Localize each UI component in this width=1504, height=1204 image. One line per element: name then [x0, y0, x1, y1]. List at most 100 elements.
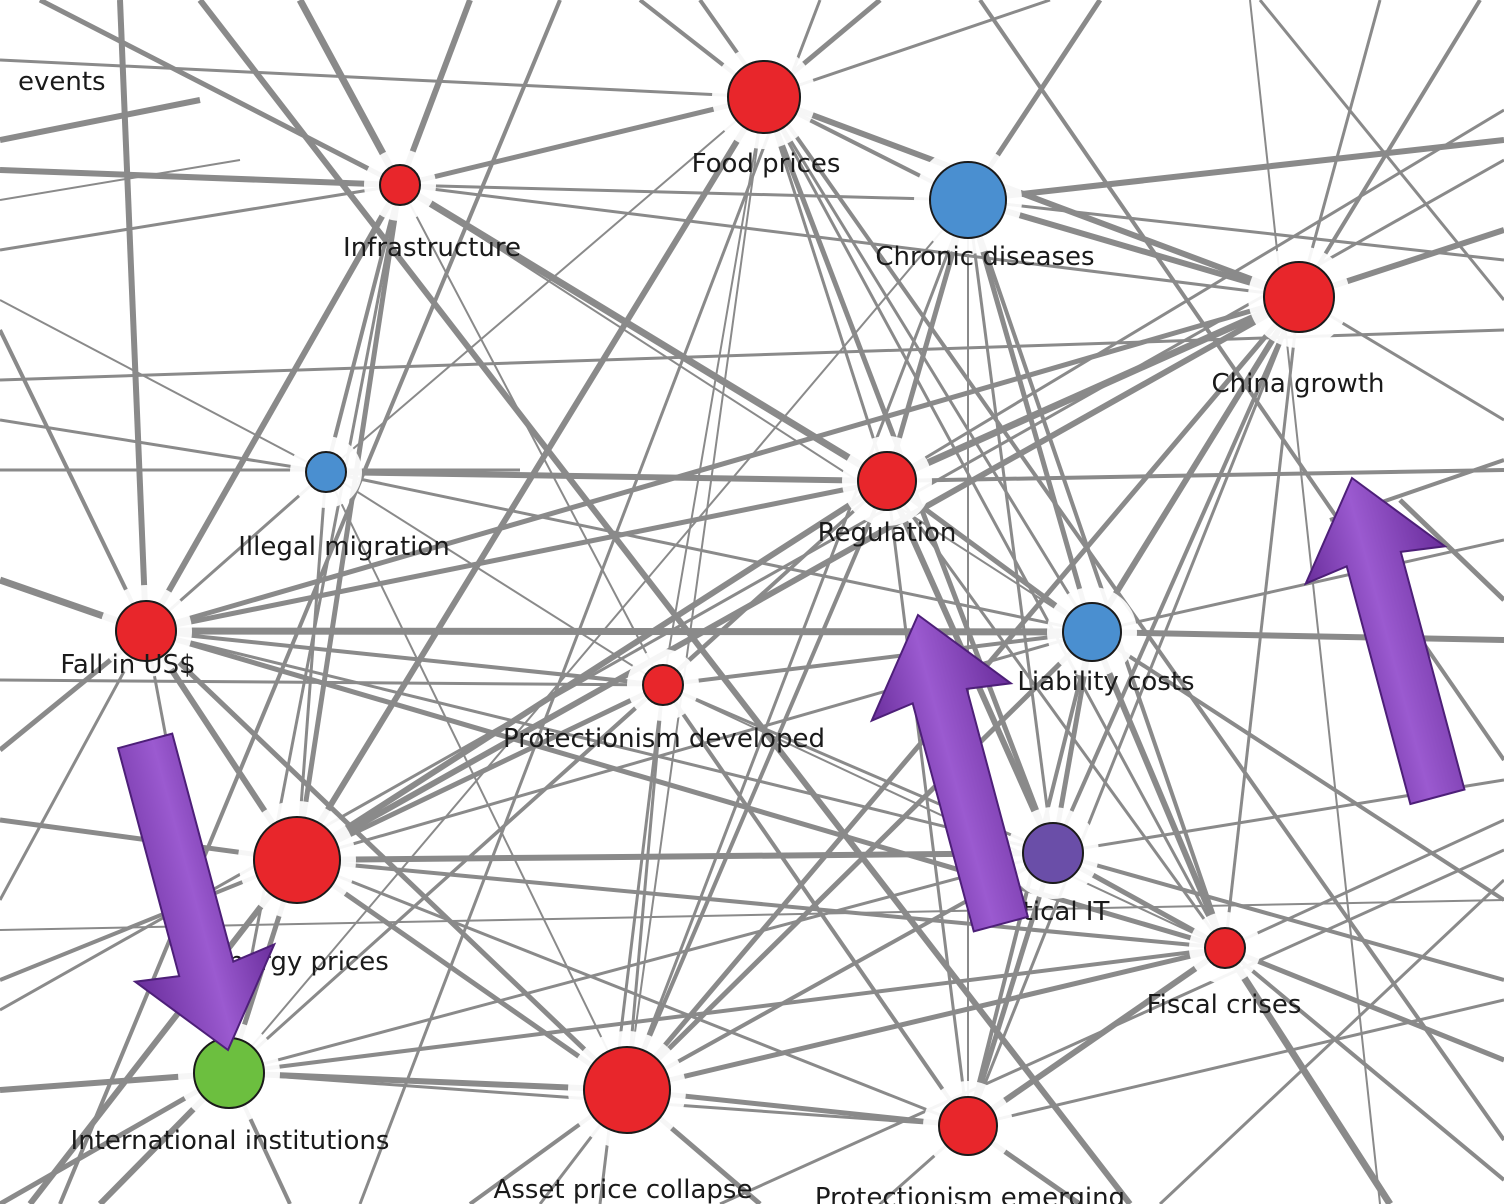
edge-background	[719, 848, 1504, 1204]
node-protemg[interactable]	[938, 1096, 998, 1156]
edge-background	[1258, 0, 1504, 301]
edge-china-critit	[1051, 296, 1301, 854]
label-layer: events Food prices Infrastructure Chronic d…	[18, 67, 1385, 1204]
edge-food-regulation	[762, 96, 889, 482]
edge-food-asset	[626, 96, 765, 1091]
edge-background	[1158, 878, 1504, 1204]
edge-energy-offscreen	[27, 858, 300, 1204]
edge-asset-intl	[228, 1070, 628, 1093]
edge-food-energy	[294, 95, 767, 862]
edge-china-regulation	[885, 293, 1301, 485]
edge-liability-offscreen	[1091, 538, 1504, 634]
node-liability[interactable]	[1062, 602, 1122, 662]
edge-illegal-liability	[325, 470, 1093, 634]
edge-protdev-offscreen	[0, 678, 664, 687]
node-food[interactable]	[727, 60, 801, 134]
node-protdev[interactable]	[642, 664, 684, 706]
edge-infra-regulation	[398, 182, 889, 484]
node-regulation[interactable]	[857, 451, 917, 511]
edge-china-fallusd	[145, 294, 1300, 634]
edge-chronic-offscreen	[967, 198, 1504, 262]
edge-regulation-fiscal	[885, 480, 1227, 949]
edge-illegal-offscreen	[0, 418, 327, 474]
edge-liability-protdev	[662, 630, 1093, 687]
edge-china-offscreen	[1297, 0, 1382, 298]
edge-food-protdev	[662, 96, 765, 686]
edge-infra-energy	[294, 184, 403, 861]
node-label-intl: International institutions	[71, 1126, 390, 1156]
edge-fiscal-protemg	[966, 945, 1227, 1129]
edge-regulation-energy	[295, 478, 889, 863]
node-asset[interactable]	[583, 1046, 671, 1134]
edge-energy-protemg	[296, 858, 969, 1128]
edge-fallusd-offscreen	[0, 630, 148, 901]
node-label-fallusd: Fall in US$	[60, 650, 195, 680]
node-label-illegal: Illegal migration	[238, 532, 450, 562]
node-layer	[115, 60, 1335, 1156]
edge-critit-offscreen	[1052, 851, 1504, 982]
edge-china-offscreen	[1297, 0, 1482, 299]
edge-liability-offscreen	[1090, 630, 1504, 902]
edge-illegal-energy	[295, 471, 328, 861]
edge-infra-china	[399, 183, 1300, 299]
node-label-fiscal: Fiscal crises	[1147, 990, 1302, 1020]
edge-fiscal-offscreen	[1222, 946, 1393, 1204]
edge-illegal-regulation	[325, 469, 888, 484]
edge-fallusd-protdev	[145, 629, 664, 687]
edge-infra-chronic	[399, 183, 969, 202]
edge-chronic-critit	[966, 199, 1055, 854]
arrow-up-right	[1303, 476, 1466, 806]
edge-background	[698, 0, 1504, 1142]
edge-food-offscreen	[0, 58, 765, 99]
node-label-chronic: Chronic diseases	[875, 242, 1094, 272]
edge-background	[197, 0, 1133, 1204]
arrow-down-left-shape	[116, 732, 277, 1052]
node-label-asset: Asset price collapse	[494, 1175, 753, 1204]
node-fallusd[interactable]	[115, 600, 177, 662]
edge-china-protemg	[966, 296, 1301, 1127]
edge-infra-protdev	[399, 184, 664, 686]
edge-regulation-fallusd	[145, 478, 888, 634]
arrow-layer	[116, 476, 1466, 1052]
edge-background	[58, 0, 562, 1204]
node-critit[interactable]	[1022, 822, 1084, 884]
edge-fiscal-offscreen	[1224, 945, 1504, 1063]
node-infra[interactable]	[379, 164, 421, 206]
node-label-china: China growth	[1212, 369, 1385, 399]
edge-fiscal-intl	[228, 946, 1226, 1075]
edge-fiscal-asset	[626, 945, 1226, 1093]
edge-fallusd-offscreen	[117, 0, 149, 632]
node-china[interactable]	[1263, 261, 1335, 333]
node-fiscal[interactable]	[1204, 927, 1246, 969]
edge-illegal-asset	[325, 471, 628, 1091]
edge-regulation-offscreen	[886, 468, 1504, 483]
node-chronic[interactable]	[929, 161, 1007, 239]
edge-illegal-protdev	[325, 471, 664, 686]
edge-food-illegal	[325, 96, 765, 473]
edge-infra-offscreen	[0, 183, 401, 252]
edge-protdev-protemg	[661, 683, 970, 1128]
node-label-regulation: Regulation	[818, 518, 957, 548]
edge-background	[1249, 0, 1381, 1204]
node-label-food: Food prices	[692, 149, 841, 179]
arrow-up-middle-shape	[869, 613, 1030, 933]
edge-china-fiscal	[1223, 296, 1301, 949]
edge-fallusd-liability	[145, 627, 1093, 636]
edge-chronic-intl	[228, 199, 969, 1074]
edge-background	[1398, 498, 1504, 602]
node-label-events: events	[18, 67, 106, 97]
edge-background	[0, 328, 1504, 382]
arrow-up-middle	[869, 613, 1030, 933]
edge-regulation-protemg	[885, 480, 970, 1127]
node-illegal[interactable]	[305, 451, 347, 493]
edge-critit-intl	[228, 851, 1054, 1075]
node-energy[interactable]	[253, 816, 341, 904]
edge-infra-liability	[399, 184, 1093, 633]
edge-protdev-energy	[295, 682, 665, 863]
edge-infra-illegal	[324, 184, 402, 473]
edge-china-liability	[1089, 295, 1302, 634]
edge-chronic-offscreen	[967, 137, 1504, 203]
node-label-infra: Infrastructure	[343, 233, 521, 263]
edge-infra-offscreen	[38, 0, 402, 188]
